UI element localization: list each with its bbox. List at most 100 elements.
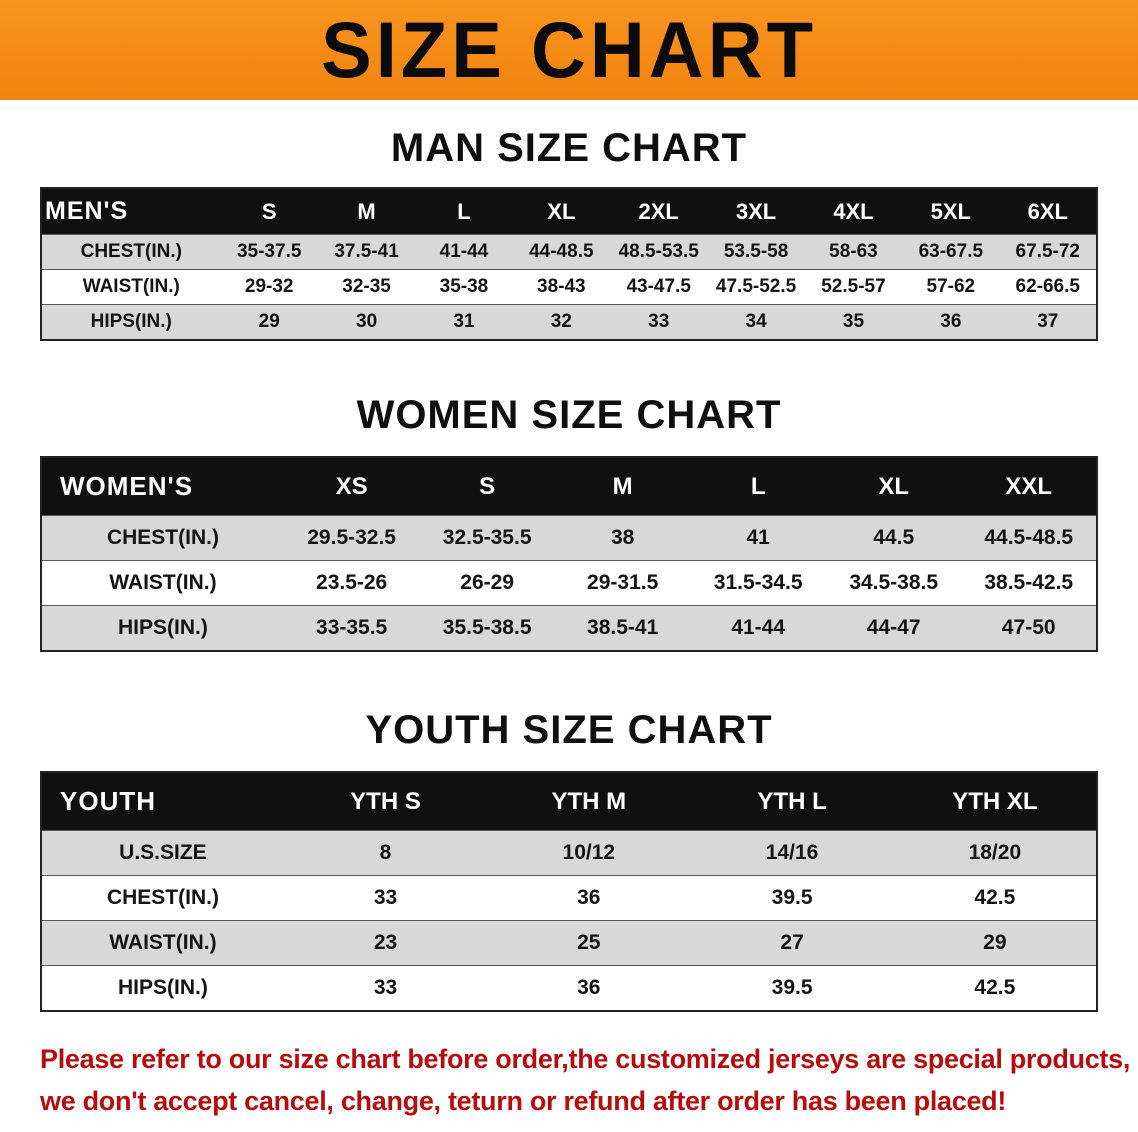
row-label: WAIST(IN.) — [109, 931, 217, 954]
table-title-cell: WOMEN'S — [41, 457, 284, 516]
size-value-cell: 38-43 — [537, 276, 586, 297]
size-column-header: M — [554, 457, 691, 516]
table-row: WAIST(IN.) 23.5-26 26-29 29-31.5 31.5-34.5 34… — [41, 560, 1097, 606]
table-title-cell: YOUTH — [41, 772, 284, 831]
size-column-header: YTH S — [283, 772, 488, 831]
mens-size-table: MEN'S S M L XL 2XL 3XL 4XL 5XL 6XL CHEST(IN.) 35-37… — [40, 187, 1098, 341]
size-value-cell: 62-66.5 — [1015, 276, 1080, 297]
size-value-cell: 35-37.5 — [236, 241, 302, 262]
size-value-cell: 25 — [577, 931, 601, 954]
size-value-cell: 38.5-41 — [587, 616, 659, 639]
size-value-cell: 34.5-38.5 — [849, 571, 939, 594]
table-header-row: WOMEN'S XS S M L XL XXL — [41, 457, 1097, 516]
table-row: HIPS(IN.) 29 30 31 32 33 34 35 36 37 — [41, 304, 1097, 340]
size-value-cell: 27 — [780, 931, 804, 954]
size-value-cell: 33 — [648, 311, 670, 332]
size-value-cell: 57-62 — [926, 276, 976, 297]
table-row: CHEST(IN.) 35-37.5 37.5-41 41-44 44-48.5 48.5… — [41, 234, 1097, 270]
size-column-header: L — [415, 188, 513, 235]
size-value-cell: 30 — [356, 311, 378, 332]
youth-size-table: YOUTH YTH S YTH M YTH L YTH XL U.S.SIZE 8 10/12… — [40, 771, 1098, 1012]
disclaimer: Please refer to our size chart before or… — [40, 1038, 1131, 1122]
womens-section-heading: WOMEN SIZE CHART — [356, 393, 782, 437]
size-column-header: XS — [283, 457, 420, 516]
banner: SIZE CHART — [0, 0, 1138, 100]
size-column-header: YTH XL — [893, 772, 1097, 831]
row-label: U.S.SIZE — [119, 841, 207, 864]
size-value-cell: 39.5 — [771, 976, 813, 999]
table-row: WAIST(IN.) 23 25 27 29 — [41, 920, 1097, 966]
size-value-cell: 42.5 — [974, 886, 1016, 909]
size-value-cell: 41-44 — [439, 241, 489, 262]
size-column-header: XL — [825, 457, 962, 516]
size-value-cell: 41 — [746, 526, 770, 549]
size-value-cell: 32-35 — [342, 276, 391, 297]
size-value-cell: 29 — [258, 311, 280, 332]
size-value-cell: 33-35.5 — [316, 616, 388, 639]
size-column-header: S — [419, 457, 555, 516]
row-label: WAIST(IN.) — [109, 571, 217, 594]
size-column-header: YTH M — [487, 772, 691, 831]
size-value-cell: 39.5 — [771, 886, 813, 909]
size-value-cell: 31 — [453, 311, 475, 332]
size-column-header: 5XL — [902, 188, 1000, 235]
row-label: HIPS(IN.) — [90, 311, 172, 332]
size-value-cell: 38 — [610, 526, 635, 549]
size-value-cell: 41-44 — [731, 616, 786, 639]
size-value-cell: 48.5-53.5 — [618, 241, 699, 262]
size-column-header: XL — [512, 188, 611, 235]
size-value-cell: 36 — [577, 886, 601, 909]
size-column-header: YTH L — [690, 772, 894, 831]
size-value-cell: 67.5-72 — [1015, 241, 1080, 262]
size-value-cell: 43-47.5 — [626, 276, 691, 297]
size-value-cell: 53.5-58 — [723, 241, 789, 262]
size-value-cell: 36 — [940, 311, 962, 332]
size-value-cell: 47.5-52.5 — [715, 276, 797, 297]
row-label: CHEST(IN.) — [106, 886, 219, 909]
size-value-cell: 10/12 — [562, 841, 616, 864]
size-value-cell: 37.5-41 — [334, 241, 399, 262]
size-column-header: XXL — [961, 457, 1097, 516]
row-label: HIPS(IN.) — [118, 616, 208, 639]
size-value-cell: 32.5-35.5 — [442, 526, 532, 549]
size-value-cell: 42.5 — [974, 976, 1016, 999]
table-title-cell: MEN'S — [41, 188, 221, 235]
size-value-cell: 36 — [577, 976, 601, 999]
size-value-cell: 26-29 — [460, 571, 514, 594]
size-value-cell: 32 — [550, 311, 572, 332]
table-header-row: MEN'S S M L XL 2XL 3XL 4XL 5XL 6XL — [41, 188, 1097, 235]
size-column-header: 6XL — [999, 188, 1097, 235]
size-value-cell: 35-38 — [439, 276, 489, 297]
size-column-header: 3XL — [707, 188, 805, 235]
size-value-cell: 58-63 — [829, 241, 878, 262]
size-value-cell: 35.5-38.5 — [442, 616, 532, 639]
size-value-cell: 29-32 — [244, 276, 294, 297]
size-column-header: 2XL — [610, 188, 708, 235]
disclaimer-line-2: we don't accept cancel, change, teturn o… — [40, 1086, 1007, 1116]
row-label: CHEST(IN.) — [80, 241, 182, 262]
size-value-cell: 33 — [373, 886, 398, 909]
size-column-header: M — [317, 188, 416, 235]
size-value-cell: 63-67.5 — [918, 241, 984, 262]
size-value-cell: 23 — [373, 931, 398, 954]
table-row: CHEST(IN.) 29.5-32.5 32.5-35.5 38 41 44.5 44.5… — [41, 515, 1097, 561]
mens-section-heading: MAN SIZE CHART — [390, 126, 748, 170]
size-value-cell: 8 — [379, 841, 392, 864]
table-header-row: YOUTH YTH S YTH M YTH L YTH XL — [41, 772, 1097, 831]
size-value-cell: 44-47 — [866, 616, 921, 639]
size-column-header: 4XL — [804, 188, 903, 235]
size-value-cell: 23.5-26 — [316, 571, 388, 594]
disclaimer-line-1: Please refer to our size chart before or… — [40, 1044, 1131, 1074]
youth-section: YOUTH SIZE CHART YOUTH YTH S YTH M YTH L YTH… — [0, 708, 1138, 1012]
size-value-cell: 18/20 — [968, 841, 1022, 864]
size-value-cell: 34 — [745, 311, 767, 332]
size-value-cell: 29-31.5 — [587, 571, 659, 594]
womens-size-table: WOMEN'S XS S M L XL XXL CHEST(IN.) 29.5-32.5 32.5… — [40, 456, 1098, 652]
table-row: U.S.SIZE 8 10/12 14/16 18/20 — [41, 830, 1097, 876]
size-value-cell: 33 — [373, 976, 398, 999]
size-value-cell: 37 — [1037, 311, 1059, 332]
womens-section: WOMEN SIZE CHART WOMEN'S XS S M L XL XXL CHEST(… — [0, 393, 1138, 652]
mens-section: MAN SIZE CHART MEN'S S M L XL 2XL 3XL 4XL 5XL 6XL… — [0, 126, 1138, 341]
youth-section-heading: YOUTH SIZE CHART — [365, 708, 773, 752]
